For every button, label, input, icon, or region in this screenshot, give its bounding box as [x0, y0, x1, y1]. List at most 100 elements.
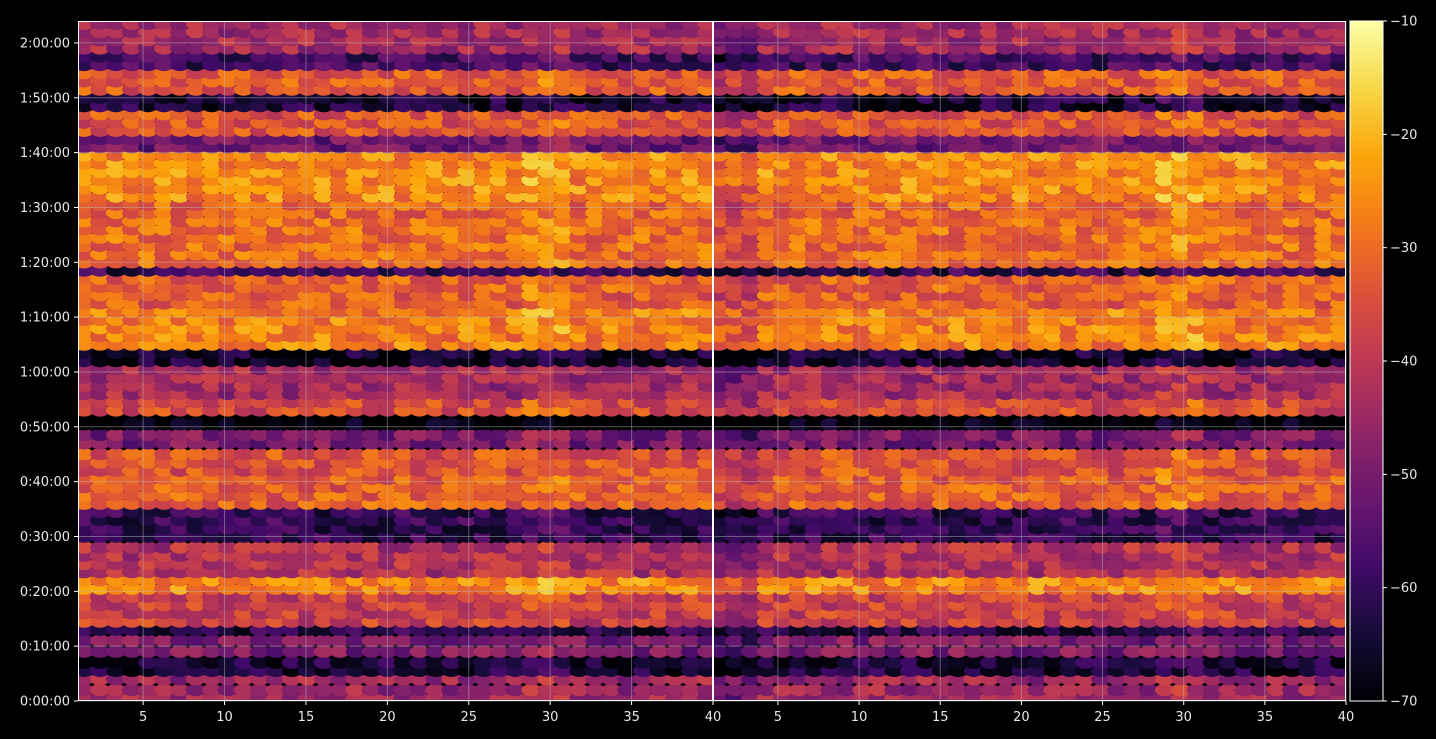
heatmap-cell: [1107, 683, 1127, 697]
heatmap-cell: [425, 541, 446, 554]
heatmap-cell: [585, 645, 606, 658]
heatmap-cell: [633, 656, 653, 669]
heatmap-cell: [601, 645, 622, 658]
heatmap-cell: [377, 656, 398, 669]
heatmap-cell: [361, 645, 382, 658]
heatmap-cell: [409, 417, 430, 431]
heatmap-cell: [409, 656, 430, 669]
heatmap-cell: [265, 21, 286, 30]
heatmap-cell: [106, 21, 126, 30]
heatmap-cell: [601, 656, 622, 669]
heatmap-cell: [457, 417, 478, 431]
heatmap-cell: [649, 656, 669, 669]
heatmap-cell: [1043, 634, 1064, 647]
heatmap-cell: [138, 683, 158, 697]
heatmap-cell: [1123, 656, 1143, 669]
heatmap-cell: [345, 634, 366, 647]
heatmap-cell: [90, 21, 110, 30]
heatmap-cell: [345, 541, 366, 554]
heatmap-cell: [1091, 656, 1112, 669]
heatmap-cell: [521, 656, 542, 669]
heatmap-cell: [569, 21, 590, 30]
heatmap-cell: [900, 634, 920, 647]
heatmap-cell: [1154, 645, 1175, 658]
heatmap-cell: [329, 683, 350, 697]
heatmap-cell: [1218, 645, 1239, 658]
heatmap-cell: [201, 21, 222, 30]
heatmap-cell: [1330, 448, 1346, 461]
heatmap-cell: [393, 448, 414, 461]
heatmap-cell: [633, 683, 653, 697]
heatmap-cell: [425, 656, 446, 669]
heatmap-cell: [852, 634, 873, 647]
heatmap-cell: [121, 417, 142, 431]
heatmap-cell: [601, 21, 622, 30]
heatmap-cell: [377, 683, 398, 697]
heatmap-cell: [138, 656, 158, 669]
heatmap-cell: [409, 645, 430, 658]
heatmap-cell: [154, 448, 174, 461]
heatmap-cell: [457, 645, 478, 658]
heatmap-cell: [201, 656, 222, 669]
heatmap-cell: [852, 683, 873, 697]
heatmap-cell: [313, 541, 334, 554]
heatmap-cell: [1186, 645, 1207, 658]
heatmap-cell: [1202, 683, 1223, 697]
heatmap-cell: [233, 656, 254, 669]
heatmap-cell: [361, 21, 382, 30]
heatmap-cell: [297, 448, 318, 461]
heatmap-cell: [1234, 645, 1255, 658]
heatmap-cell: [1314, 656, 1334, 669]
heatmap-cell: [217, 634, 238, 647]
heatmap-cell: [185, 428, 206, 442]
heatmap-cell: [569, 634, 590, 647]
heatmap-cell: [553, 683, 574, 697]
heatmap-cell: [90, 541, 110, 554]
heatmap-cell: [473, 656, 494, 669]
heatmap-cell: [1330, 428, 1346, 442]
heatmap-cell: [345, 656, 366, 669]
heatmap-cell: [1075, 656, 1096, 669]
heatmap-cell: [489, 417, 510, 431]
heatmap-cell: [138, 541, 158, 554]
heatmap-cell: [393, 634, 414, 647]
heatmap-cell: [1202, 634, 1223, 647]
heatmap-cell: [169, 417, 190, 431]
heatmap-cell: [979, 656, 1000, 669]
heatmap-cell: [665, 645, 685, 658]
heatmap-cell: [441, 656, 462, 669]
heatmap-cell: [1186, 683, 1207, 697]
heatmap-cell: [617, 428, 637, 442]
heatmap-cell: [537, 448, 558, 461]
heatmap-cell: [569, 448, 590, 461]
heatmap-cell: [201, 428, 222, 442]
heatmap-cell: [772, 645, 793, 658]
heatmap-cell: [963, 656, 984, 669]
heatmap-cell: [665, 428, 685, 442]
heatmap-cell: [489, 428, 510, 442]
heatmap-cell: [90, 683, 110, 697]
heatmap-cell: [281, 645, 302, 658]
heatmap-cell: [553, 417, 574, 431]
panel-left-markers: [78, 21, 713, 701]
heatmap-cell: [740, 656, 761, 669]
heatmap-cell: [1043, 645, 1064, 658]
heatmap-cell: [425, 634, 446, 647]
heatmap-cell: [900, 645, 920, 658]
heatmap-cell: [617, 634, 637, 647]
heatmap-cell: [585, 21, 606, 30]
heatmap-cell: [90, 656, 110, 669]
heatmap-cell: [169, 21, 190, 30]
heatmap-cell: [681, 645, 701, 658]
heatmap-cell: [377, 541, 398, 554]
heatmap-cell: [697, 634, 713, 647]
heatmap-cell: [649, 428, 669, 442]
heatmap-cell: [473, 683, 494, 697]
heatmap-cell: [185, 645, 206, 658]
heatmap-cell: [617, 417, 637, 431]
heatmap-cell: [916, 683, 936, 697]
heatmap-cell: [740, 634, 761, 647]
heatmap-cell: [425, 428, 446, 442]
heatmap-cell: [665, 417, 685, 431]
heatmap-cell: [1170, 645, 1191, 658]
